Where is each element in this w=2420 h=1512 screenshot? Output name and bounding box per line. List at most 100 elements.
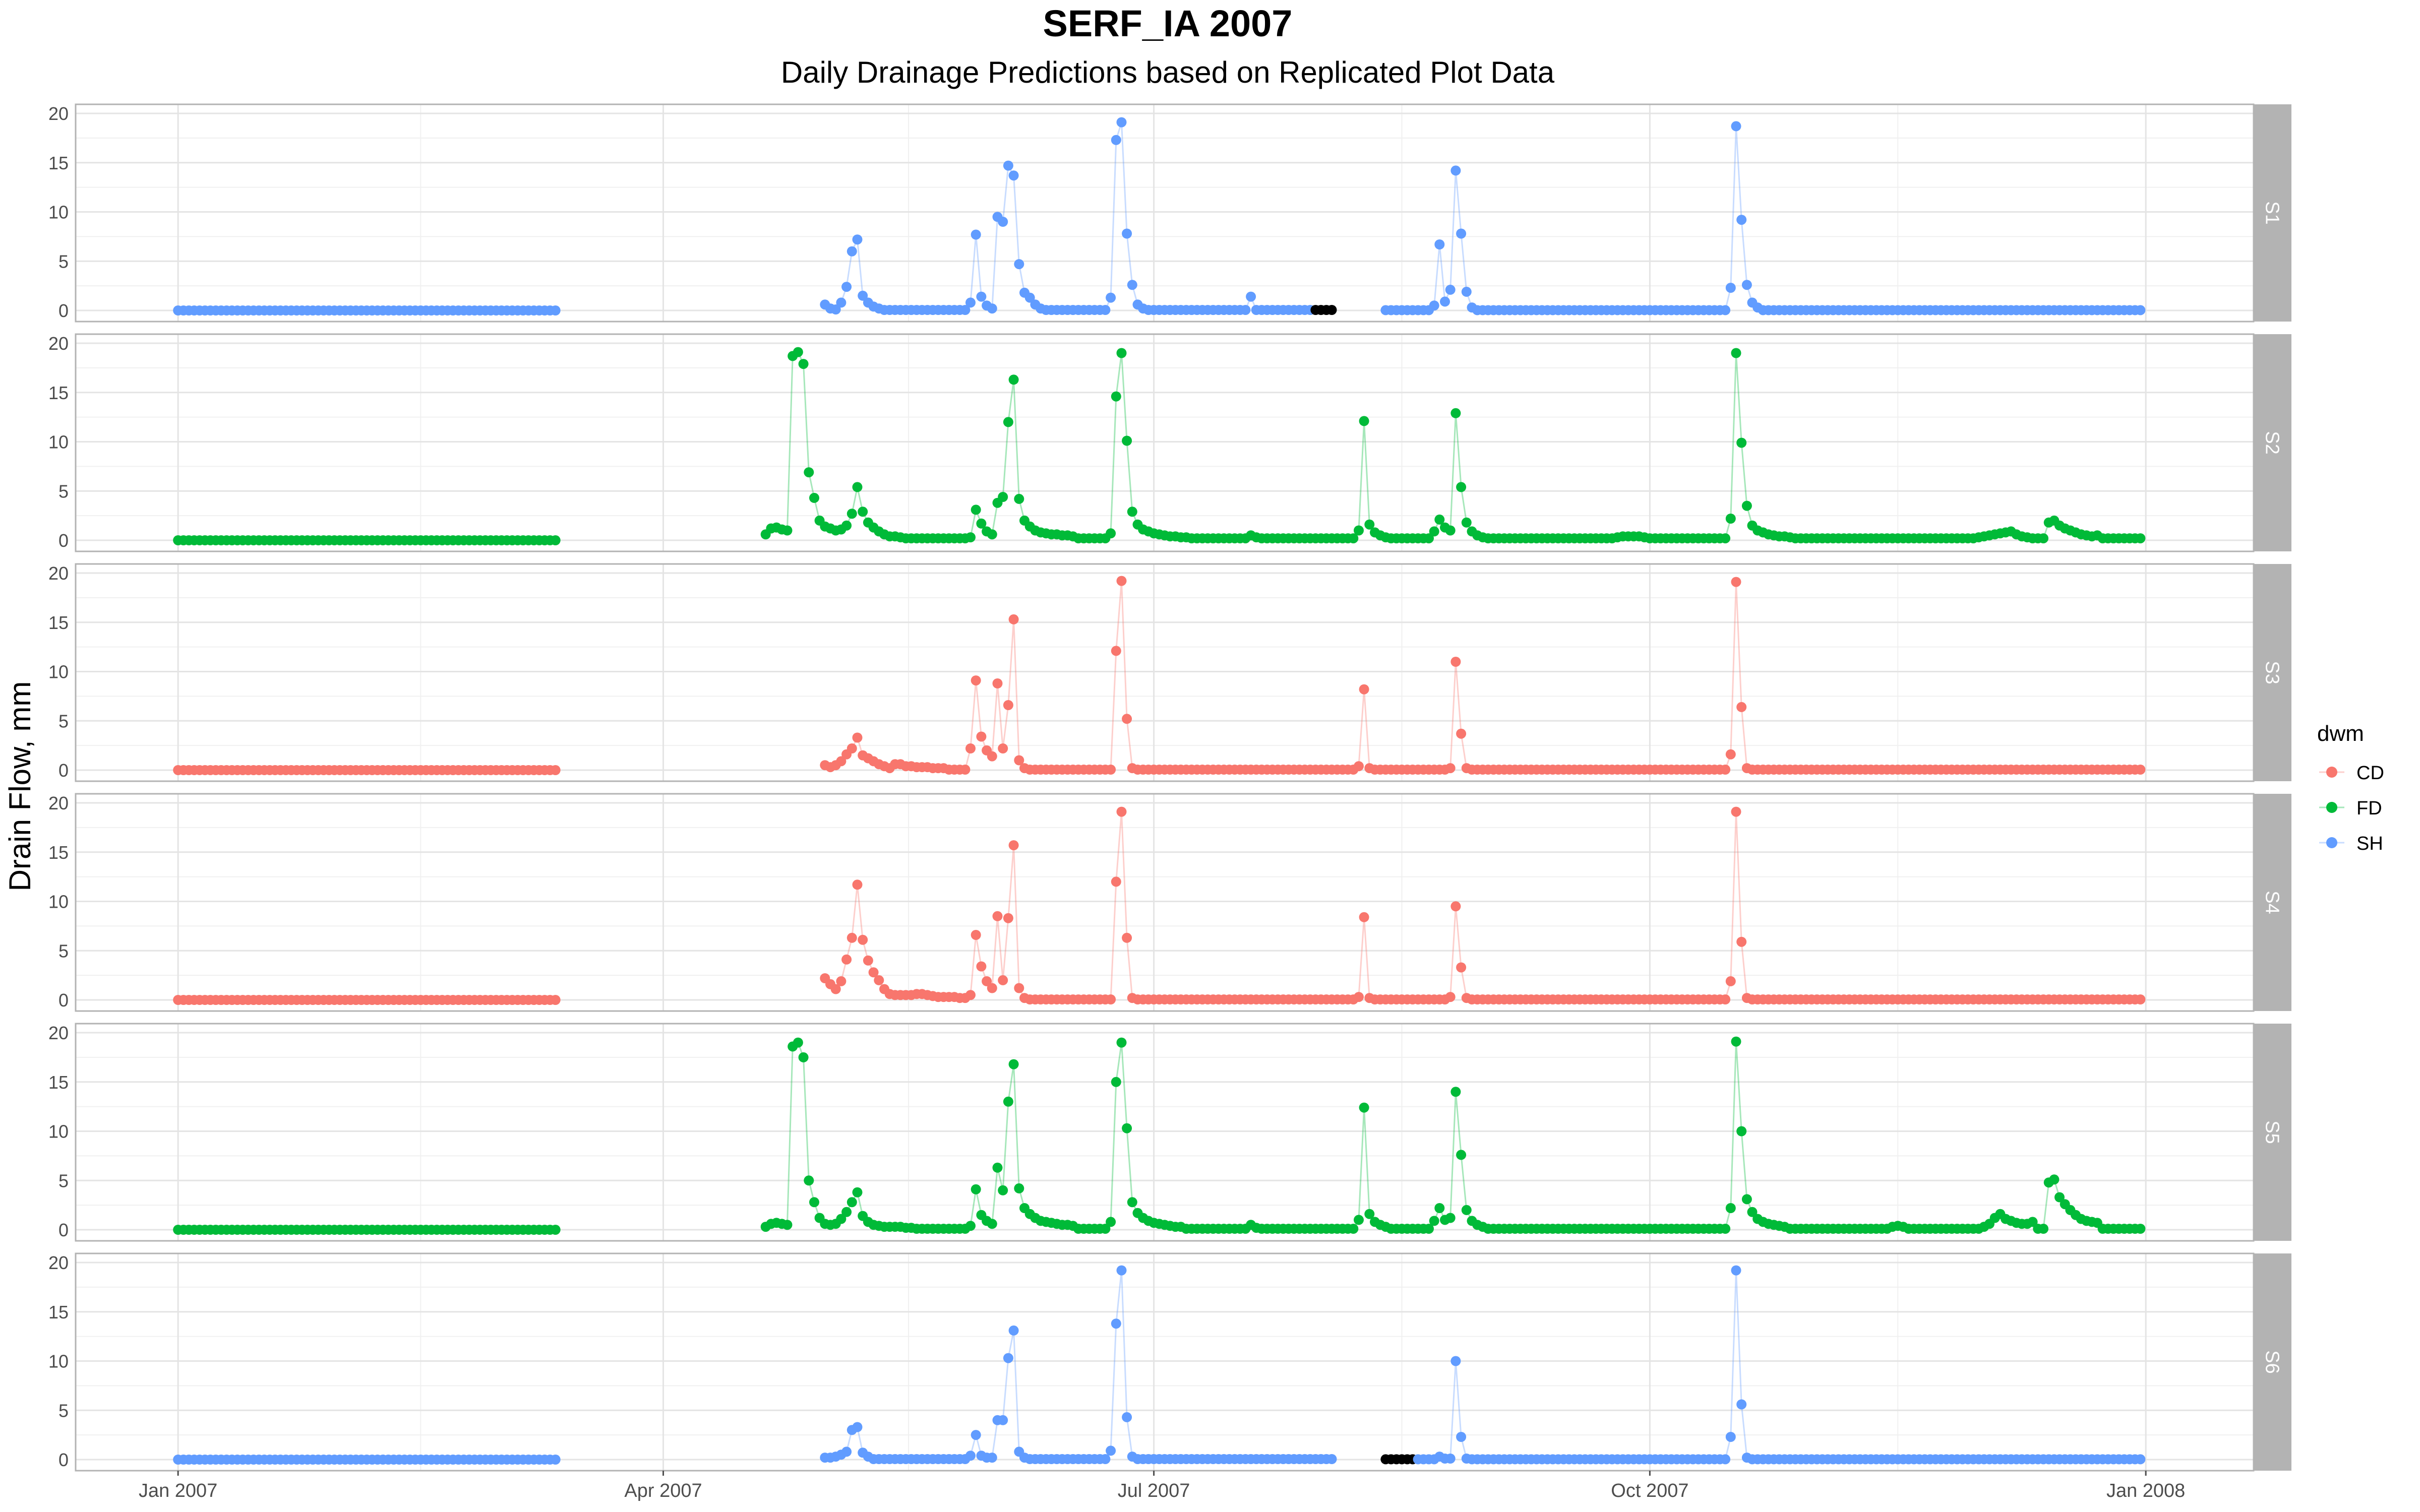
data-point (1461, 1205, 1472, 1215)
data-point (2038, 1224, 2048, 1234)
data-point (1116, 348, 1127, 358)
data-point (1445, 992, 1456, 1002)
data-point (998, 743, 1008, 753)
y-tick-label: 0 (58, 300, 69, 321)
x-axis: Jan 2007 Apr 2007 Jul 2007 Oct 2007 Jan 2008 (139, 1471, 2185, 1501)
data-point (836, 756, 846, 767)
data-point (1106, 765, 1116, 775)
panel-s1: 0 5 10 15 20 S1 (48, 103, 2291, 323)
data-point (1326, 305, 1337, 315)
data-point (1456, 1432, 1467, 1442)
data-point (998, 975, 1008, 985)
data-point (971, 229, 981, 240)
data-point (1116, 117, 1127, 128)
data-point (2038, 533, 2048, 544)
y-tick-label: 20 (48, 1023, 69, 1043)
data-point (1008, 374, 1019, 385)
data-point (1720, 765, 1731, 775)
panel-border (75, 103, 2255, 323)
data-point (1720, 533, 1731, 544)
data-point (809, 492, 819, 503)
data-point (1359, 684, 1369, 695)
data-point (841, 282, 852, 292)
data-point (1116, 576, 1127, 586)
data-point (1731, 1036, 1741, 1047)
data-point (1456, 482, 1467, 492)
data-point (965, 1451, 976, 1461)
panel-border (75, 563, 2255, 782)
data-point (1122, 932, 1132, 943)
data-point (1116, 1265, 1127, 1276)
data-point (1127, 1197, 1137, 1208)
data-point (1461, 286, 1472, 297)
y-tick-label: 10 (48, 432, 69, 453)
data-point (982, 976, 992, 986)
panel-s4: 0 5 10 15 20 S4 (48, 793, 2291, 1012)
y-tick-label: 15 (48, 1072, 69, 1093)
facet-strip-label: S3 (2262, 661, 2283, 684)
data-point (836, 297, 846, 308)
data-point (1008, 1325, 1019, 1336)
data-point (965, 1221, 976, 1231)
data-point (1014, 755, 1024, 766)
data-point (2135, 1454, 2146, 1465)
y-tick-label: 15 (48, 612, 69, 633)
y-tick-label: 10 (48, 1351, 69, 1372)
data-point (998, 492, 1008, 502)
data-point (1359, 1102, 1369, 1113)
data-point (1445, 284, 1456, 295)
y-tick-label: 15 (48, 842, 69, 863)
data-point (1720, 305, 1731, 316)
data-point (1725, 283, 1736, 293)
y-tick-label: 0 (58, 1220, 69, 1240)
y-tick-label: 20 (48, 1252, 69, 1273)
data-point (846, 743, 857, 753)
data-point (976, 518, 987, 529)
y-tick-label: 5 (58, 940, 69, 961)
legend-label: FD (2356, 798, 2382, 819)
y-tick-label: 5 (58, 1170, 69, 1191)
data-point (1354, 761, 1364, 772)
data-point (2135, 533, 2146, 544)
data-point (2135, 994, 2146, 1004)
data-point (965, 990, 976, 1000)
data-point (1434, 239, 1445, 249)
data-point (846, 246, 857, 257)
panel-s2: 0 5 10 15 20 S2 (48, 333, 2291, 552)
data-point (1450, 1356, 1461, 1366)
data-point (1122, 228, 1132, 239)
data-point (1122, 1412, 1132, 1422)
data-point (965, 297, 976, 308)
facet-strip (2254, 104, 2291, 322)
data-point (846, 1197, 857, 1208)
data-point (836, 976, 846, 986)
data-point (1106, 292, 1116, 303)
data-point (1014, 1183, 1024, 1193)
data-point (971, 1430, 981, 1440)
data-point (1736, 437, 1747, 448)
data-point (2135, 1224, 2146, 1234)
facet-strip (2254, 334, 2291, 551)
y-tick-label: 0 (58, 990, 69, 1011)
y-tick-label: 0 (58, 760, 69, 781)
data-point (1720, 1224, 1731, 1234)
data-point (846, 509, 857, 519)
facet-strip (2254, 564, 2291, 781)
data-point (1450, 657, 1461, 667)
data-point (841, 954, 852, 965)
x-tick-label: Jul 2007 (1118, 1480, 1190, 1501)
data-point (804, 467, 814, 478)
data-point (1725, 1203, 1736, 1213)
data-point (1008, 1059, 1019, 1069)
data-point (1725, 514, 1736, 524)
y-tick-label: 10 (48, 662, 69, 682)
data-point (841, 1446, 852, 1457)
data-point (1736, 1126, 1747, 1137)
x-tick-label: Jan 2007 (139, 1480, 217, 1501)
data-point (836, 1214, 846, 1224)
x-tick-label: Apr 2007 (624, 1480, 702, 1501)
data-point (1456, 728, 1467, 739)
data-point (782, 525, 793, 536)
data-point (1100, 1454, 1111, 1464)
y-tick-label: 15 (48, 1302, 69, 1322)
